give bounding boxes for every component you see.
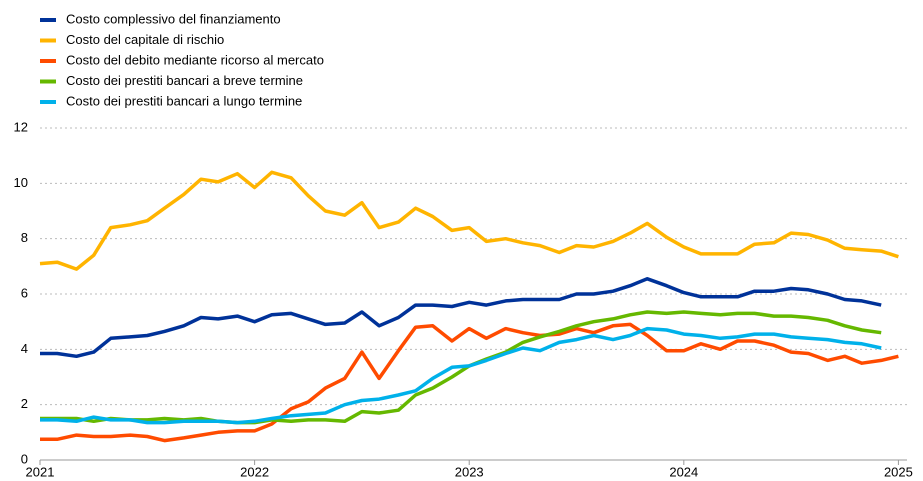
legend-label: Costo del debito mediante ricorso al mer… <box>66 52 324 67</box>
series-line <box>40 322 899 443</box>
y-tick-label: 4 <box>21 341 28 356</box>
y-tick-label: 0 <box>21 451 28 466</box>
legend-label: Costo complessivo del finanziamento <box>66 11 281 26</box>
x-tick-label: 2022 <box>240 464 269 479</box>
x-tick-label: 2023 <box>455 464 484 479</box>
series-line <box>40 326 882 425</box>
legend-label: Costo del capitale di rischio <box>66 32 224 47</box>
y-tick-label: 6 <box>21 285 28 300</box>
y-tick-label: 10 <box>14 175 28 190</box>
series-line <box>40 277 882 359</box>
series-line <box>40 310 882 425</box>
y-tick-label: 2 <box>21 396 28 411</box>
y-tick-label: 8 <box>21 230 28 245</box>
series-line <box>39 170 899 271</box>
x-tick-label: 2021 <box>26 464 55 479</box>
legend-label: Costo dei prestiti bancari a lungo termi… <box>66 93 302 108</box>
y-tick-label: 12 <box>14 119 28 134</box>
x-tick-label: 2025 <box>884 464 913 479</box>
x-tick-label: 2024 <box>669 464 698 479</box>
legend-label: Costo dei prestiti bancari a breve termi… <box>66 73 303 88</box>
